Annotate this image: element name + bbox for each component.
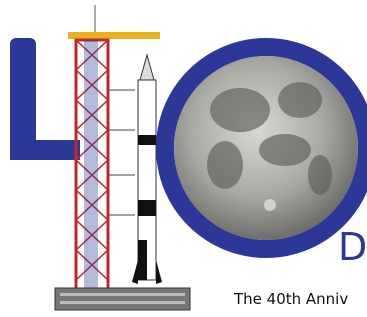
rocket <box>132 55 162 284</box>
launch-base <box>55 288 190 310</box>
heading: De <box>338 225 367 269</box>
numeral-four <box>10 38 80 160</box>
tagline: The 40th Anniv <box>233 290 348 308</box>
logo: De The 40th Anniv <box>0 0 367 317</box>
